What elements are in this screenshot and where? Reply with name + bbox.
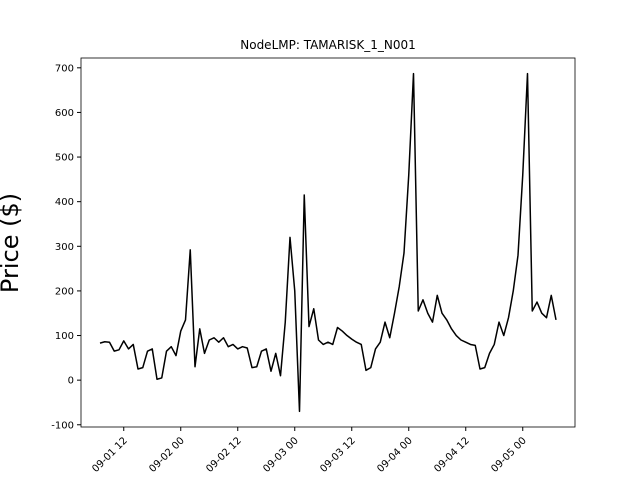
y-tick-label: 300 (55, 242, 74, 253)
x-tick-label: 09-03 12 (318, 435, 358, 475)
line (99, 72, 557, 413)
plot-frame (80, 57, 576, 428)
y-axis-label: Price ($) (0, 193, 24, 293)
x-tick-label: 09-03 00 (261, 435, 301, 475)
x-tick-label: 09-05 00 (489, 435, 529, 475)
y-tick-label: 600 (55, 108, 74, 119)
x-tick-label: 09-02 00 (147, 435, 187, 475)
x-tick-label: 09-04 00 (375, 435, 415, 475)
chart-title: NodeLMP: TAMARISK_1_N001 (240, 38, 416, 52)
x-tick-label: 09-01 12 (90, 435, 130, 475)
x-tick-label: 09-02 12 (204, 435, 244, 475)
y-tick-label: 400 (55, 197, 74, 208)
y-tick-label: 100 (55, 331, 74, 342)
y-tick-label: -100 (51, 420, 74, 431)
y-tick-label: 500 (55, 153, 74, 164)
y-tick-label: 700 (55, 63, 74, 74)
y-tick-label: 200 (55, 286, 74, 297)
y-tick-label: 0 (68, 376, 74, 387)
x-tick-label: 09-04 12 (432, 435, 472, 475)
